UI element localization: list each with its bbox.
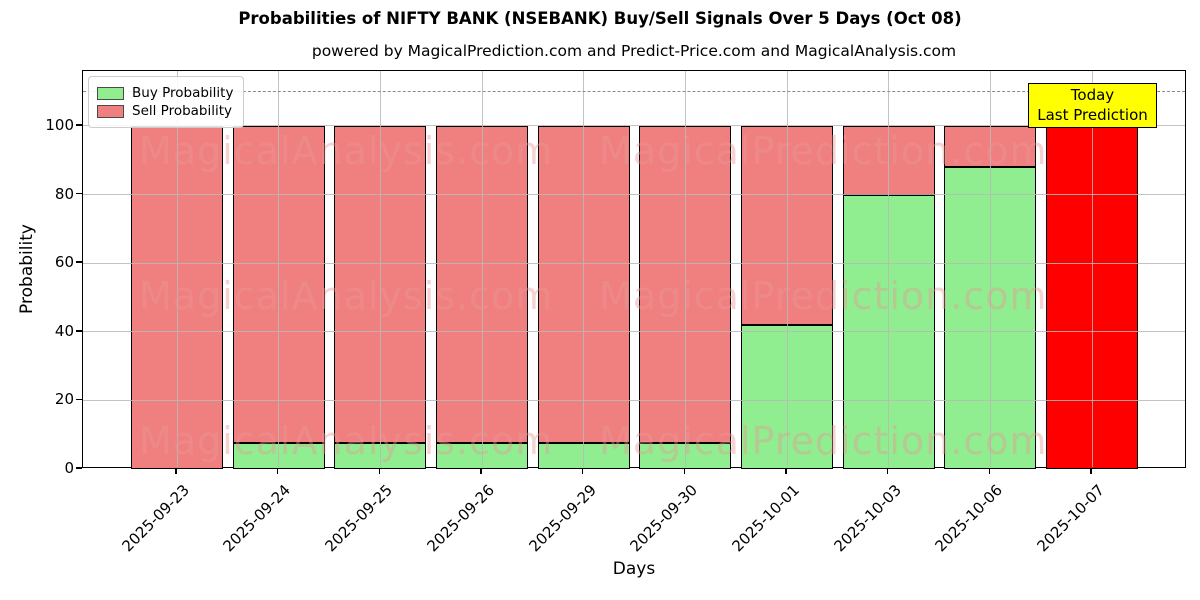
gridline-x-2025-09-23 (176, 71, 178, 467)
buy-swatch-icon (97, 86, 124, 100)
gridline-x-2025-09-26 (481, 71, 483, 467)
gridline-x-2025-10-03 (888, 71, 890, 467)
xtick-label-2025-09-26: 2025-09-26 (423, 481, 498, 556)
xtick-mark-2025-09-23 (175, 468, 177, 474)
gridline-x-2025-10-07 (1091, 71, 1093, 467)
gridline-y-20 (83, 399, 1185, 401)
ytick-mark-60 (76, 261, 82, 263)
legend-entry-buy: Buy Probability (97, 85, 233, 101)
ytick-label-60: 60 (54, 253, 74, 272)
gridline-y-60 (83, 262, 1185, 264)
watermark-analysis-row3: MagicalAnalysis.com (139, 419, 554, 463)
gridline-x-2025-09-24 (278, 71, 280, 467)
ytick-label-100: 100 (45, 115, 74, 134)
chart-title: Probabilities of NIFTY BANK (NSEBANK) Bu… (238, 9, 962, 28)
gridline-y-100 (83, 125, 1185, 127)
xtick-mark-2025-09-24 (276, 468, 279, 474)
ytick-mark-40 (76, 329, 82, 332)
today-annotation: Today Last Prediction (1028, 83, 1157, 128)
xtick-label-2025-10-07: 2025-10-07 (1033, 481, 1108, 556)
ytick-label-80: 80 (54, 184, 74, 203)
xtick-mark-2025-09-25 (378, 468, 381, 474)
y-axis-label: Probability (17, 224, 37, 314)
watermark-prediction-row3: MagicalPrediction.com (599, 419, 1048, 463)
ytick-mark-0 (76, 467, 82, 469)
legend: Buy Probability Sell Probability (88, 76, 245, 128)
gridline-x-2025-10-01 (786, 71, 788, 467)
gridline-x-2025-09-29 (583, 71, 585, 467)
gridline-x-2025-10-06 (989, 71, 991, 467)
ytick-mark-100 (76, 124, 82, 126)
today-annotation-line1: Today (1070, 86, 1115, 104)
legend-entry-sell: Sell Probability (97, 103, 233, 119)
legend-label-sell: Sell Probability (132, 103, 233, 119)
xtick-mark-2025-09-29 (581, 468, 584, 474)
gridline-y-80 (83, 194, 1185, 196)
legend-label-buy: Buy Probability (132, 85, 234, 101)
xtick-label-2025-09-25: 2025-09-25 (321, 481, 397, 556)
ytick-mark-80 (76, 192, 82, 195)
gridline-x-2025-09-30 (684, 71, 686, 467)
xtick-mark-2025-10-06 (988, 468, 991, 474)
xtick-label-2025-09-24: 2025-09-24 (220, 481, 295, 556)
gridline-x-2025-09-25 (379, 71, 381, 467)
plot-area: MagicalAnalysis.com MagicalPrediction.com… (82, 70, 1186, 469)
watermark-analysis-row1: MagicalAnalysis.com (139, 129, 554, 173)
watermark-analysis-row2: MagicalAnalysis.com (139, 274, 554, 318)
xtick-label-2025-10-01: 2025-10-01 (728, 481, 803, 556)
xtick-mark-2025-09-30 (683, 468, 686, 474)
xtick-mark-2025-10-01 (785, 468, 787, 474)
xtick-label-2025-09-30: 2025-09-30 (626, 481, 702, 556)
x-axis-label: Days (612, 559, 656, 579)
xtick-label-2025-09-23: 2025-09-23 (118, 481, 193, 556)
dashed-guide-line (83, 90, 1185, 92)
xtick-label-2025-10-03: 2025-10-03 (830, 481, 905, 556)
ytick-label-40: 40 (54, 321, 74, 340)
sell-swatch-icon (97, 104, 124, 118)
xtick-label-2025-09-29: 2025-09-29 (525, 481, 600, 556)
ytick-label-20: 20 (54, 390, 74, 409)
xtick-label-2025-10-06: 2025-10-06 (931, 481, 1007, 556)
xtick-mark-2025-10-03 (886, 468, 889, 474)
chart-subtitle: powered by MagicalPrediction.com and Pre… (311, 42, 957, 60)
watermark-prediction-row1: MagicalPrediction.com (599, 129, 1048, 173)
today-annotation-line2: Last Prediction (1037, 106, 1148, 124)
xtick-mark-2025-09-26 (480, 468, 482, 474)
xtick-mark-2025-10-07 (1090, 468, 1092, 474)
ytick-label-0: 0 (64, 459, 74, 477)
ytick-mark-20 (76, 398, 82, 401)
watermark-prediction-row2: MagicalPrediction.com (599, 274, 1048, 318)
gridline-y-40 (83, 331, 1185, 333)
